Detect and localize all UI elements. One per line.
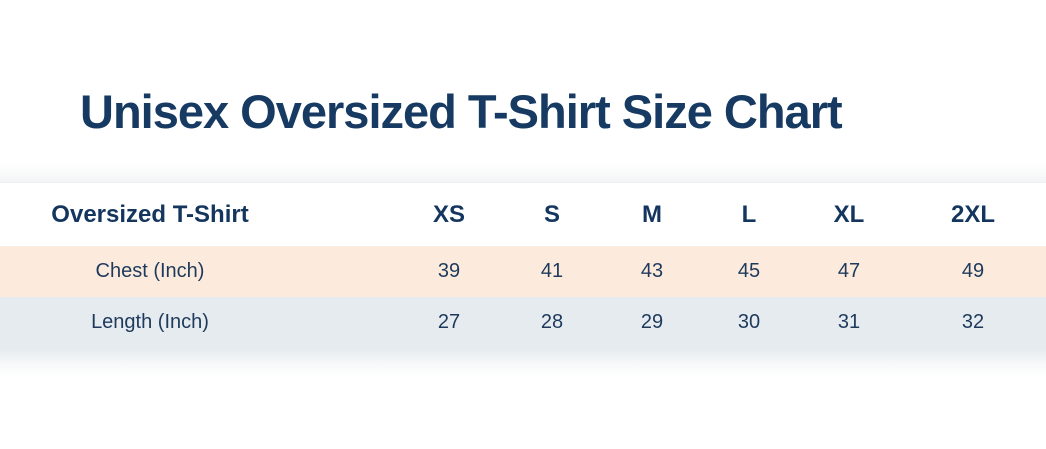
table-header-row: Oversized T-Shirt XS S M L XL 2XL	[0, 183, 1046, 246]
size-col-s: S	[543, 200, 560, 228]
chest-value-xl: 47	[837, 260, 861, 282]
table-bottom-fade	[0, 347, 1046, 377]
table-row-length: Length (Inch) 27 28 29 30 31 32	[0, 297, 1046, 347]
length-row-label: Length (Inch)	[91, 310, 209, 333]
size-col-m: M	[642, 200, 662, 228]
size-col-2xl: 2XL	[950, 200, 995, 228]
table-top-fade	[0, 162, 1046, 183]
size-col-l: L	[741, 200, 757, 228]
chest-value-2xl: 49	[961, 260, 985, 282]
table-header-label: Oversized T-Shirt	[51, 200, 249, 228]
chest-row-label: Chest (Inch)	[95, 260, 205, 282]
size-col-xs: XS	[432, 200, 465, 228]
chest-value-xs: 39	[437, 260, 461, 282]
size-col-xl: XL	[833, 200, 865, 228]
length-value-2xl: 32	[961, 310, 985, 333]
length-value-l: 30	[737, 310, 761, 333]
length-value-xs: 27	[437, 310, 461, 333]
chest-value-l: 45	[737, 260, 761, 282]
page-title: Unisex Oversized T-Shirt Size Chart	[80, 85, 843, 138]
length-value-s: 28	[540, 310, 564, 333]
table-row-chest: Chest (Inch) 39 41 43 45 47 49	[0, 246, 1046, 297]
chest-value-m: 43	[640, 260, 664, 282]
length-value-m: 29	[640, 310, 664, 333]
size-chart-table: Oversized T-Shirt XS S M L XL 2XL Chest …	[0, 162, 1046, 377]
length-value-xl: 31	[837, 310, 861, 333]
chest-value-s: 41	[540, 260, 564, 282]
